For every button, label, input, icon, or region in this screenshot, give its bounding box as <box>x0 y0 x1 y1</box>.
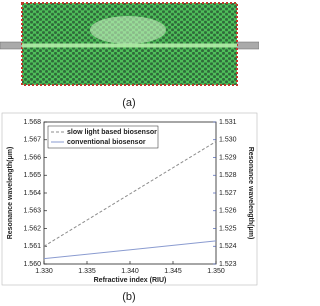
y-tick-label: 1.562 <box>23 225 41 232</box>
y-tick-label: 1.564 <box>23 190 41 197</box>
y2-tick-label: 1.531 <box>219 119 237 126</box>
chart-frame <box>1 112 258 286</box>
y-tick-label: 1.566 <box>23 154 41 161</box>
panel-label: (b) <box>122 291 135 303</box>
x-tick-label: 1.350 <box>207 268 225 275</box>
field-spot <box>90 16 166 44</box>
y-tick-label: 1.563 <box>23 208 41 215</box>
y2-tick-label: 1.523 <box>219 261 237 268</box>
y2-tick-label: 1.530 <box>219 137 237 144</box>
y2-tick-label: 1.528 <box>219 172 237 179</box>
legend-label: slow light based biosensor <box>67 129 157 136</box>
y2-axis-label: Resonance wavelength(μm) <box>247 147 254 240</box>
y2-tick-label: 1.525 <box>219 225 237 232</box>
y-tick-label: 1.565 <box>23 172 41 179</box>
y-axis-label: Resonance wavelength(μm) <box>7 147 14 240</box>
x-tick-label: 1.335 <box>78 268 96 275</box>
y-tick-label: 1.560 <box>23 261 41 268</box>
legend-box <box>47 125 159 149</box>
y-tick-label: 1.561 <box>23 243 41 250</box>
figure: (a) Refractive index (RIU) Resonance wav… <box>0 2 259 303</box>
panel-label: (a) <box>122 97 135 109</box>
y2-tick-label: 1.526 <box>219 208 237 215</box>
y2-tick-label: 1.529 <box>219 154 237 161</box>
y2-tick-label: 1.527 <box>219 190 237 197</box>
series-line <box>43 240 217 260</box>
y-tick-label: 1.567 <box>23 137 41 144</box>
x-axis-label: Refractive index (RIU) <box>94 277 167 284</box>
x-tick-label: 1.330 <box>35 268 53 275</box>
series-line <box>43 141 217 247</box>
y2-tick-label: 1.524 <box>219 243 237 250</box>
x-tick-label: 1.345 <box>164 268 182 275</box>
legend-label: conventional biosensor <box>67 139 146 146</box>
y-tick-label: 1.568 <box>23 119 41 126</box>
defect-line <box>22 43 237 48</box>
x-tick-label: 1.340 <box>121 268 139 275</box>
crystal-image <box>0 2 259 86</box>
